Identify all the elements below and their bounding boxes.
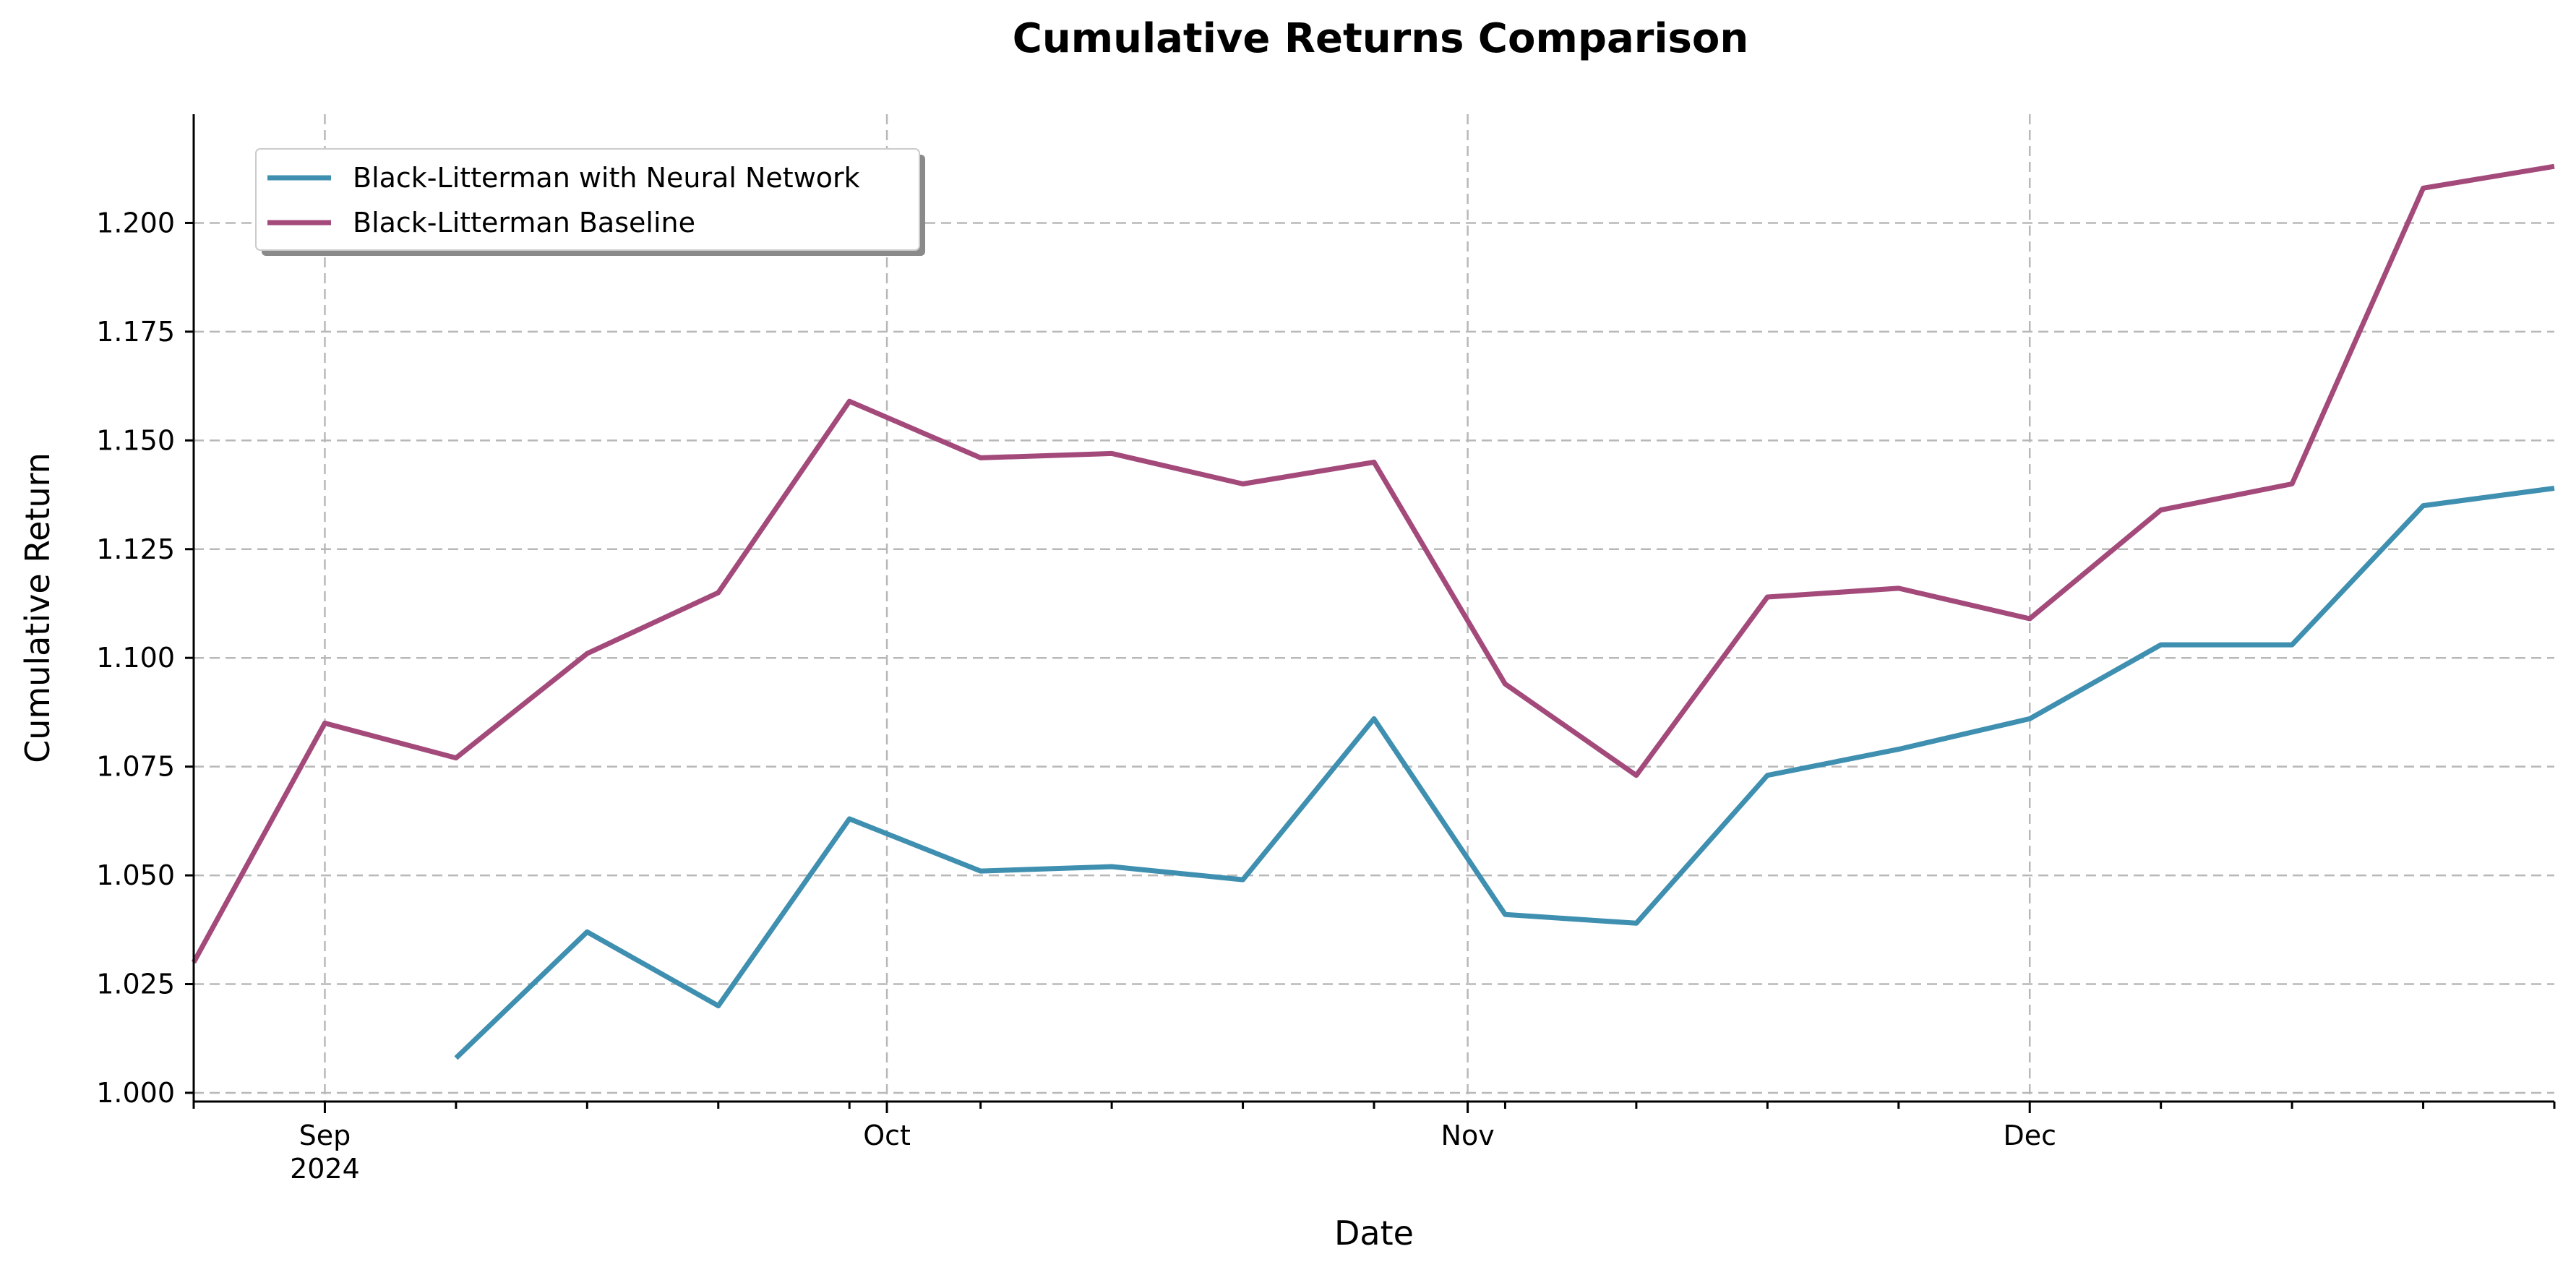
y-tick-label-6: 1.150 [96, 424, 175, 456]
legend: Black-Litterman with Neural Network Black… [255, 148, 925, 256]
series-lines [191, 163, 2555, 1060]
y-tick-label-2: 1.050 [96, 859, 175, 891]
y-tick-label-4: 1.100 [96, 642, 175, 674]
x-tick-label-3: Dec [2003, 1120, 2056, 1151]
series-line-1 [191, 163, 2555, 964]
axes [192, 114, 2554, 1103]
y-tick-label-1: 1.025 [96, 969, 175, 1000]
grid [194, 114, 2554, 1102]
y-tick-label-8: 1.200 [96, 207, 175, 239]
series-line-0 [454, 486, 2555, 1060]
legend-label-0: Black-Litterman with Neural Network [353, 162, 860, 194]
x-tick-label-2: Nov [1441, 1120, 1495, 1151]
y-tick-label-3: 1.075 [96, 751, 175, 783]
chart-title: Cumulative Returns Comparison [1013, 15, 1748, 62]
legend-label-1: Black-Litterman Baseline [353, 207, 695, 239]
x-axis-label: Date [1334, 1214, 1414, 1253]
x-tick-label-1: Oct [863, 1120, 911, 1151]
legend-box [255, 148, 920, 251]
y-tick-label-7: 1.175 [96, 316, 175, 348]
x-tick-label-0: Sep [299, 1120, 351, 1151]
y-tick-label-5: 1.125 [96, 533, 175, 565]
y-tick-label-0: 1.000 [96, 1077, 175, 1109]
y-ticks: 1.000 1.025 1.050 1.075 1.100 1.125 1.150 1.175… [96, 207, 194, 1109]
y-axis-label: Cumulative Return [18, 452, 57, 763]
x-tick-sublabel-0: 2024 [290, 1153, 360, 1185]
